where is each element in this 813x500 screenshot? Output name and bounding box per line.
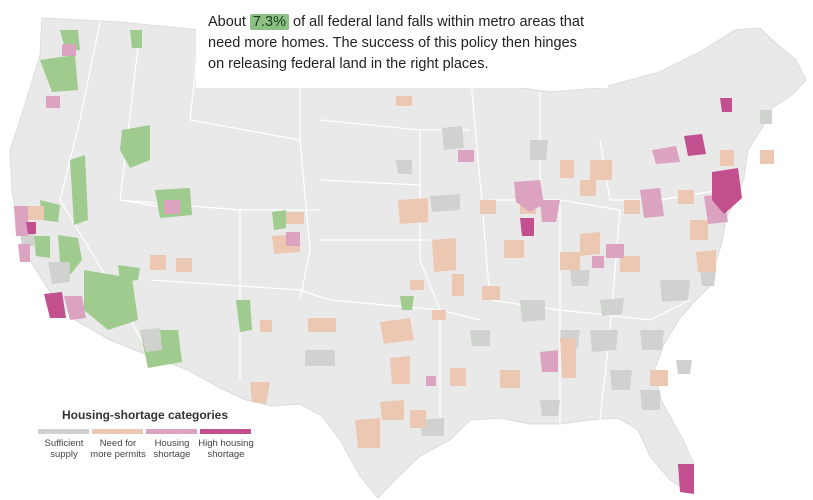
legend-swatch-high-housing-shortage [200,429,251,434]
legend-swatch-sufficient-supply [38,429,89,434]
callout-box: About 7.3% of all federal land falls wit… [196,4,608,88]
legend-label-sufficient-supply: Sufficient supply [44,438,84,460]
legend: Housing-shortage categories Sufficient s… [38,404,254,470]
legend-swatch-housing-shortage [146,429,197,434]
legend-label-need-permits: Need for more permits [90,438,146,460]
legend-label-housing-shortage: Housing shortage [153,438,191,460]
metro-high-housing-shortage [26,98,742,494]
federal-land [34,30,414,368]
callout-text-before: About [208,14,250,30]
legend-title: Housing-shortage categories [61,408,229,422]
metro-housing-shortage [14,44,728,386]
legend-label-high-housing-shortage: High housing shortage [198,438,254,460]
callout-highlight-value: 7.3% [249,14,289,30]
callout-text-after: of all federal land falls within metro a… [208,14,584,72]
legend-swatch-need-permits [92,429,143,434]
